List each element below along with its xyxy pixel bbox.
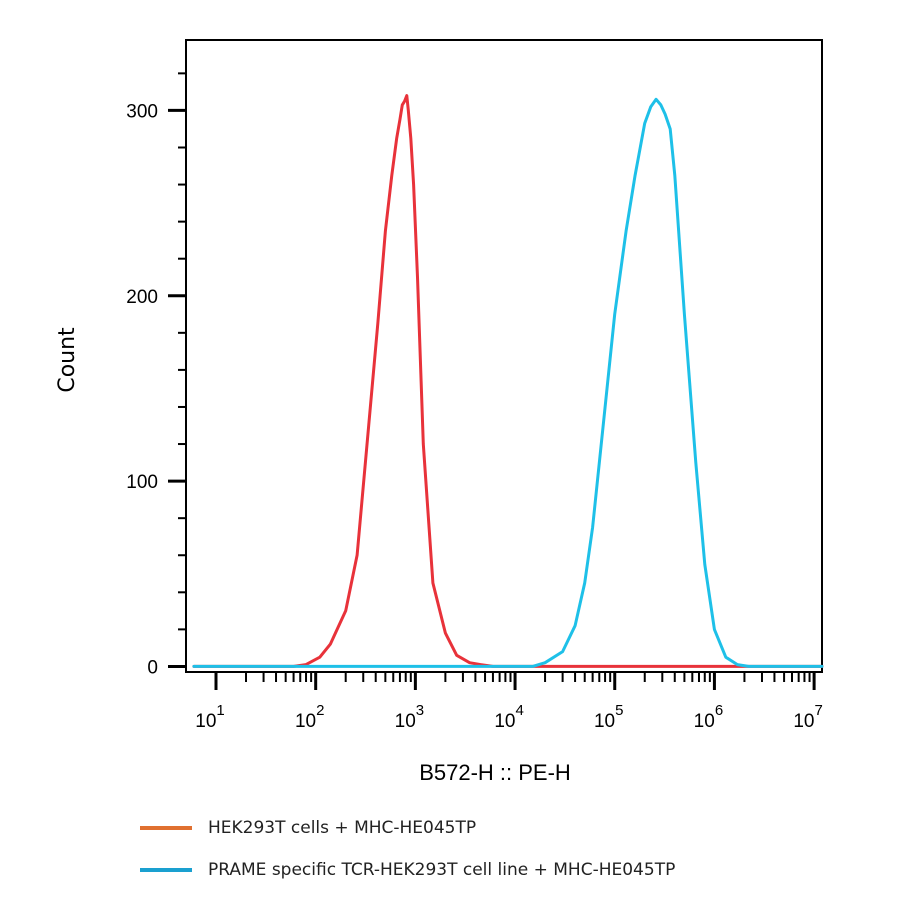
y-axis: 0 100 200 300 [126,72,186,678]
legend-label: PRAME specific TCR-HEK293T cell line + M… [208,860,676,880]
y-tick-label: 200 [126,287,158,308]
x-axis: 101 102 103 104 105 106 107 [195,672,823,732]
x-tick-label: 102 [295,702,324,732]
x-tick-label: 103 [395,702,424,732]
x-tick-label: 106 [694,702,723,732]
series-layer [192,94,824,668]
legend-swatch [140,868,192,872]
legend-swatch [140,826,192,830]
x-tick-label: 101 [195,702,224,732]
x-tick-label: 104 [494,702,523,732]
y-tick-label: 0 [147,657,158,678]
x-tick-label: 107 [793,702,822,732]
series-line-2 [192,97,824,668]
x-tick-label: 105 [594,702,623,732]
plot-frame [185,39,823,673]
x-axis-label: B572-H :: PE-H [419,760,571,785]
y-tick-label: 300 [126,101,158,122]
y-axis-label: Count [55,327,80,393]
legend-item-prame-tcr: PRAME specific TCR-HEK293T cell line + M… [140,860,675,880]
y-tick-label: 100 [126,472,158,493]
series-line-1 [192,94,824,668]
legend-label: HEK293T cells + MHC-HE045TP [208,818,477,838]
legend-item-hek293t: HEK293T cells + MHC-HE045TP [140,818,476,838]
histogram-chart: 0 100 200 300 101 102 103 104 105 106 107 Count B… [55,39,824,785]
